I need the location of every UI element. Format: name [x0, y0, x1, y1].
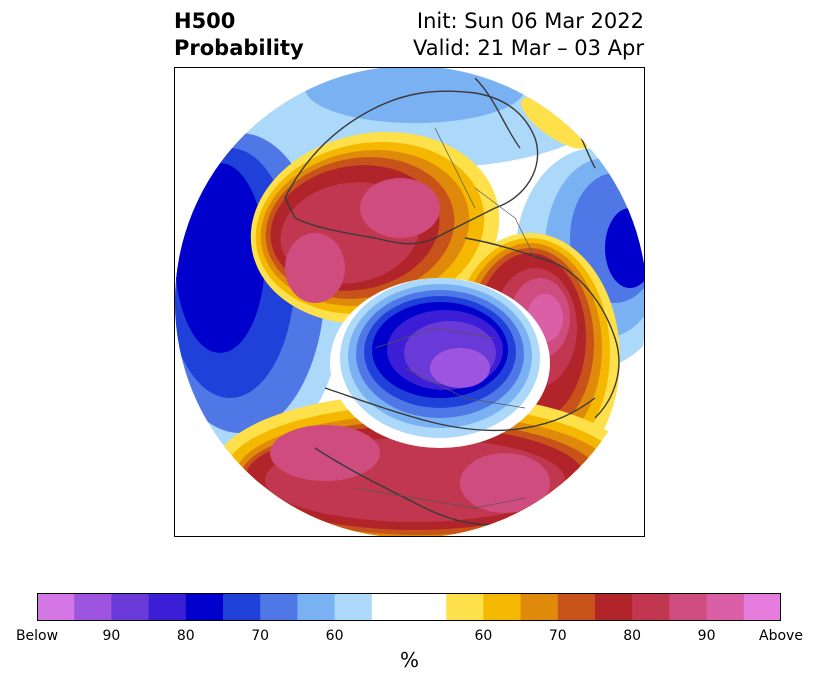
map-canvas — [175, 68, 644, 536]
colorbar-tick-label: 80 — [176, 628, 195, 644]
colorbar-tick-label: 80 — [623, 628, 642, 644]
colorbar-segment — [334, 593, 373, 621]
coastlines — [284, 77, 620, 526]
colorbar-segment — [37, 593, 75, 621]
colorbar-tick-label: 70 — [548, 628, 567, 644]
colorbar-segment — [409, 593, 447, 621]
colorbar-segment — [557, 593, 596, 621]
above-anomaly-east-asia — [521, 97, 589, 149]
valid-range: Valid: 21 Mar – 03 Apr — [413, 36, 644, 60]
colorbar-segment — [743, 593, 781, 621]
colorbar-segment — [185, 593, 224, 621]
colorbar-segment — [520, 593, 559, 621]
colorbar-segment — [669, 593, 708, 621]
colorbar-tick-label: 60 — [474, 628, 493, 644]
colorbar-segment — [260, 593, 298, 621]
colorbar-segment — [483, 593, 522, 621]
colorbar-segment — [706, 593, 745, 621]
colorbar-segment — [297, 593, 336, 621]
colorbar-segment — [632, 593, 670, 621]
colorbar-segment — [148, 593, 187, 621]
colorbar-unit: % — [399, 648, 419, 672]
chart-title-right: Init: Sun 06 Mar 2022 Valid: 21 Mar – 03… — [413, 8, 644, 62]
colorbar-tick-label: Below — [15, 628, 59, 644]
colorbar-segment — [223, 593, 261, 621]
borders — [354, 127, 536, 509]
init-date: Init: Sun 06 Mar 2022 — [416, 9, 644, 33]
colorbar-segment — [74, 593, 112, 621]
colorbar-tick-label: 60 — [325, 628, 344, 644]
colorbar-segment — [446, 593, 484, 621]
colorbar-tick-label: 90 — [102, 628, 121, 644]
colorbar-tick-label: Above — [759, 628, 803, 644]
chart-title-left: H500 Probability — [174, 8, 304, 62]
colorbar-segment — [371, 593, 410, 621]
colorbar-tick-label: 90 — [697, 628, 716, 644]
colorbar-border — [37, 593, 781, 621]
colorbar — [37, 593, 781, 621]
probability-map — [174, 67, 645, 537]
colorbar-segment — [595, 593, 633, 621]
title-variable: H500 — [174, 9, 236, 33]
colorbar-segment — [111, 593, 150, 621]
title-product: Probability — [174, 36, 304, 60]
colorbar-ticks: Below 90 80 70 60 60 70 80 90 Above — [0, 628, 819, 646]
colorbar-tick-label: 70 — [251, 628, 270, 644]
anomaly-field — [175, 68, 644, 536]
